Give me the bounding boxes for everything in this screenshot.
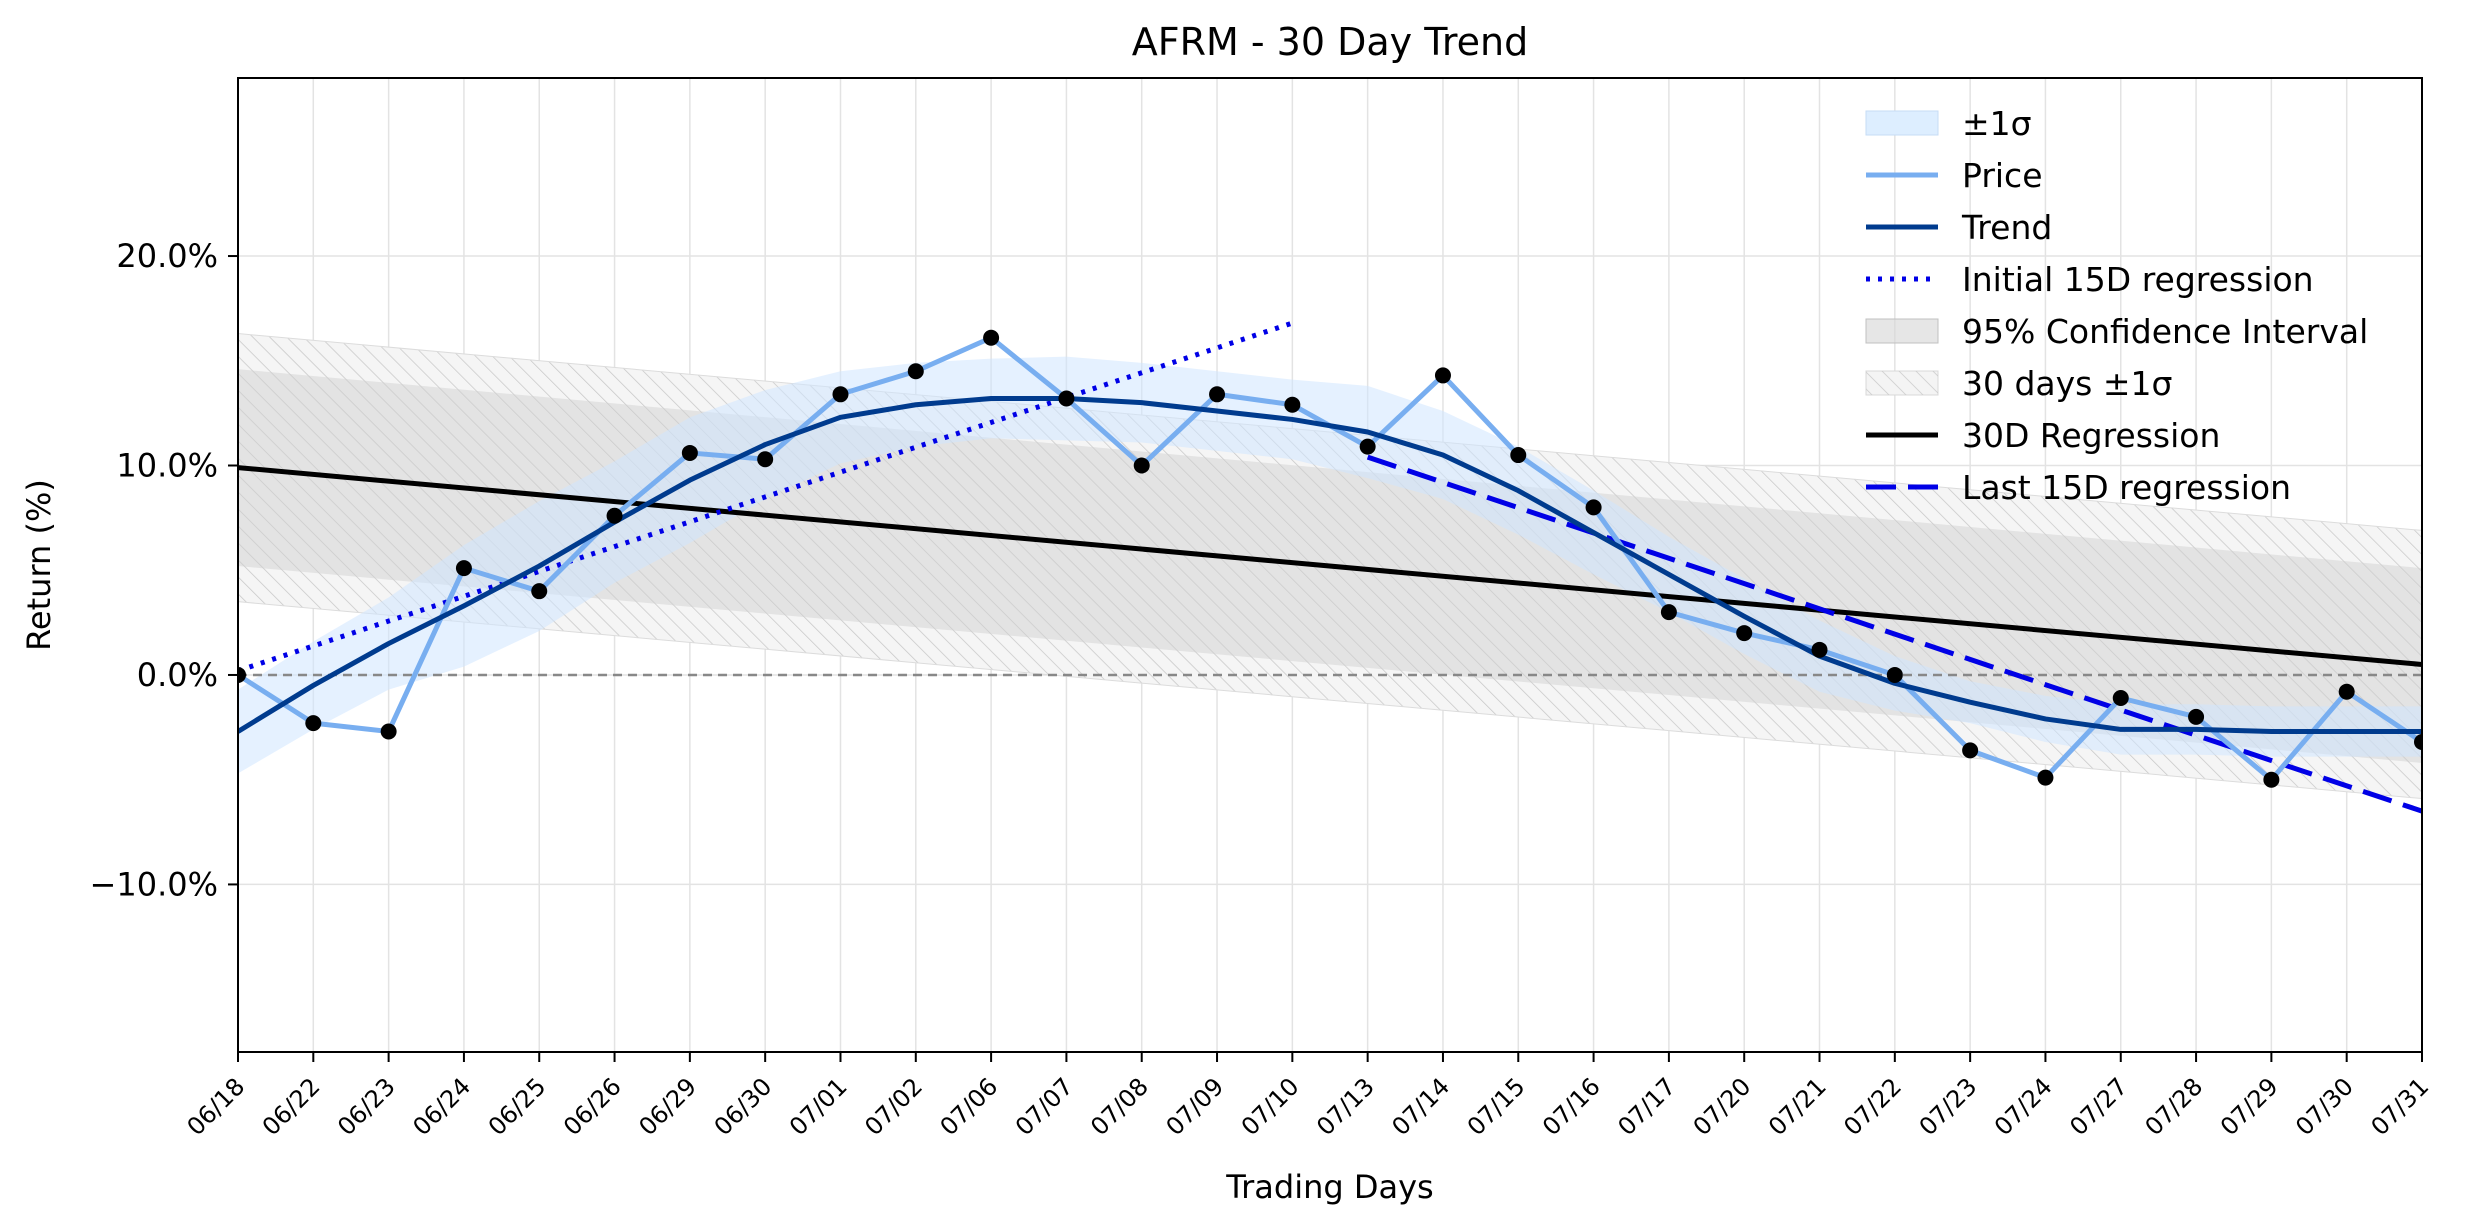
x-tick-label: 07/30	[2290, 1072, 2359, 1141]
price-point	[2112, 690, 2129, 707]
price-point	[1058, 390, 1075, 407]
chart-title: AFRM - 30 Day Trend	[1132, 20, 1528, 64]
x-tick-label: 07/21	[1763, 1072, 1832, 1141]
plot-frame	[237, 77, 2423, 1053]
legend-item-last-regression: Last 15D regression	[1866, 468, 2291, 507]
legend-item-30day-band: 30 days ±1σ	[1865, 364, 2172, 403]
price-point	[1585, 499, 1602, 516]
price-point	[832, 386, 849, 403]
price-point	[380, 723, 397, 740]
x-tick-label: 07/16	[1537, 1072, 1606, 1141]
price-point	[757, 451, 774, 468]
x-tick-label: 06/18	[182, 1072, 251, 1141]
x-tick-label: 06/23	[332, 1072, 401, 1141]
price-point	[2188, 708, 2205, 725]
x-tick-label: 07/31	[2366, 1072, 2435, 1141]
x-tick-label: 07/09	[1161, 1072, 1230, 1141]
x-tick-label: 07/27	[2064, 1072, 2133, 1141]
legend-label-band: ±1σ	[1962, 104, 2032, 143]
price-point	[1736, 625, 1753, 642]
x-tick-label: 07/10	[1236, 1072, 1305, 1141]
price-point	[1660, 604, 1677, 621]
x-tick-label: 07/06	[935, 1072, 1004, 1141]
y-axis-label: Return (%)	[20, 479, 58, 651]
x-tick-label: 06/26	[558, 1072, 627, 1141]
x-tick-label: 07/02	[859, 1072, 928, 1141]
x-tick-label: 07/28	[2140, 1072, 2209, 1141]
price-point	[531, 583, 548, 600]
price-point	[2037, 769, 2054, 786]
price-point	[305, 715, 322, 732]
price-point	[606, 507, 623, 524]
price-point	[1133, 457, 1150, 474]
x-tick-label: 07/14	[1386, 1072, 1455, 1141]
legend-label-last-regression: Last 15D regression	[1962, 468, 2291, 507]
regression-initial-line	[238, 320, 1294, 674]
legend-item-confidence-interval: 95% Confidence Interval	[1865, 312, 2368, 351]
y-tick-label: 10.0%	[116, 447, 218, 485]
price-point	[1811, 641, 1828, 658]
plot-area: 06/18 06/22 06/23 06/24 06/25 06/26 06/29 06/30…	[90, 78, 2435, 1141]
x-tick-label: 06/22	[257, 1072, 326, 1141]
x-tick-label: 06/24	[407, 1072, 476, 1141]
price-point	[681, 444, 698, 461]
x-tick-label: 07/20	[1688, 1072, 1757, 1141]
x-tick-label: 07/17	[1612, 1072, 1681, 1141]
price-point	[907, 363, 924, 380]
price-point	[2414, 733, 2422, 750]
legend-label-30d-regression: 30D Regression	[1962, 416, 2220, 455]
plot-content	[238, 78, 2422, 1052]
price-point	[1962, 742, 1979, 759]
legend-item-30d-regression: 30D Regression	[1866, 416, 2220, 455]
legend: ±1σ Price Trend Initial 15D regression 9…	[1865, 104, 2368, 507]
price-point	[2338, 683, 2355, 700]
x-tick-label: 07/15	[1462, 1072, 1531, 1141]
x-tick-label: 06/30	[709, 1072, 778, 1141]
x-tick-label: 07/29	[2215, 1072, 2284, 1141]
x-tick-label: 06/29	[633, 1072, 702, 1141]
x-tick-label: 06/25	[483, 1072, 552, 1141]
x-axis-label: Trading Days	[1225, 1168, 1433, 1206]
x-tick-label: 07/13	[1311, 1072, 1380, 1141]
trend-line	[238, 395, 2422, 735]
price-point	[2263, 771, 2280, 788]
x-tick-label: 07/07	[1010, 1072, 1079, 1141]
x-tick-label: 07/24	[1989, 1072, 2058, 1141]
price-point	[238, 666, 246, 683]
price-point	[1284, 396, 1301, 413]
legend-item-price: Price	[1866, 156, 2043, 195]
legend-item-trend: Trend	[1866, 208, 2052, 247]
y-tick-label: −10.0%	[90, 865, 218, 903]
price-point	[1434, 367, 1451, 384]
legend-label-confidence-interval: 95% Confidence Interval	[1962, 312, 2368, 351]
legend-label-price: Price	[1962, 156, 2043, 195]
legend-label-trend: Trend	[1961, 208, 2052, 247]
price-point	[455, 560, 472, 577]
legend-label-initial-regression: Initial 15D regression	[1962, 260, 2314, 299]
x-tick-label: 07/23	[1914, 1072, 1983, 1141]
y-tick-label: 0.0%	[137, 656, 218, 694]
x-tick-label: 07/08	[1085, 1072, 1154, 1141]
price-point	[1886, 666, 1903, 683]
x-tick-label: 07/22	[1838, 1072, 1907, 1141]
price-point	[983, 329, 1000, 346]
regression-30d-line	[238, 465, 2422, 667]
legend-item-initial-regression: Initial 15D regression	[1866, 260, 2314, 299]
regression-last-line	[1366, 454, 2422, 814]
x-tick-label: 07/01	[784, 1072, 853, 1141]
y-tick-label: 20.0%	[116, 237, 218, 275]
legend-item-band: ±1σ	[1865, 104, 2032, 143]
price-point	[1510, 447, 1527, 464]
legend-label-30day-band: 30 days ±1σ	[1962, 364, 2172, 403]
price-point	[1209, 386, 1226, 403]
price-point	[1359, 438, 1376, 455]
